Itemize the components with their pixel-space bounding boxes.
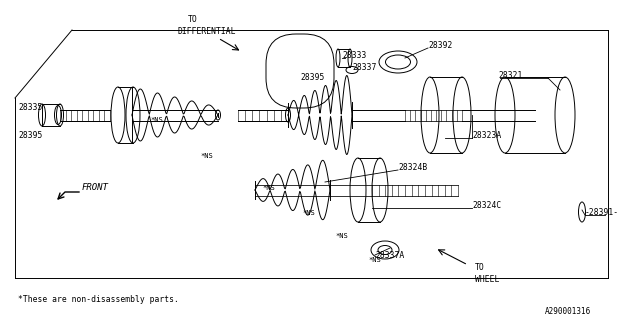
Text: 28337: 28337 (352, 63, 376, 72)
Text: *NS: *NS (335, 233, 348, 239)
Text: -28391-: -28391- (585, 208, 619, 217)
Text: 28392: 28392 (428, 41, 452, 50)
Text: 28337A: 28337A (375, 251, 404, 260)
Text: 28321: 28321 (498, 71, 522, 80)
Text: 28324C: 28324C (472, 201, 501, 210)
Text: *NS: *NS (302, 210, 315, 216)
Text: *NS: *NS (200, 153, 212, 159)
Text: TO: TO (475, 263, 484, 272)
Text: A290001316: A290001316 (545, 307, 591, 316)
Text: *NS: *NS (368, 257, 381, 263)
Text: 28333: 28333 (342, 51, 366, 60)
Text: 28395: 28395 (300, 73, 324, 82)
Text: DIFFERENTIAL: DIFFERENTIAL (178, 27, 237, 36)
Text: *NS: *NS (262, 185, 275, 191)
Text: 28335: 28335 (18, 103, 42, 112)
Text: *NS: *NS (150, 117, 163, 123)
Text: 28323A: 28323A (472, 131, 501, 140)
Text: *These are non-disassembly parts.: *These are non-disassembly parts. (18, 295, 179, 304)
Text: 28324B: 28324B (398, 163, 428, 172)
Text: TO: TO (188, 15, 198, 24)
Text: FRONT: FRONT (82, 183, 109, 192)
Text: 28395: 28395 (18, 131, 42, 140)
Text: WHEEL: WHEEL (475, 275, 499, 284)
